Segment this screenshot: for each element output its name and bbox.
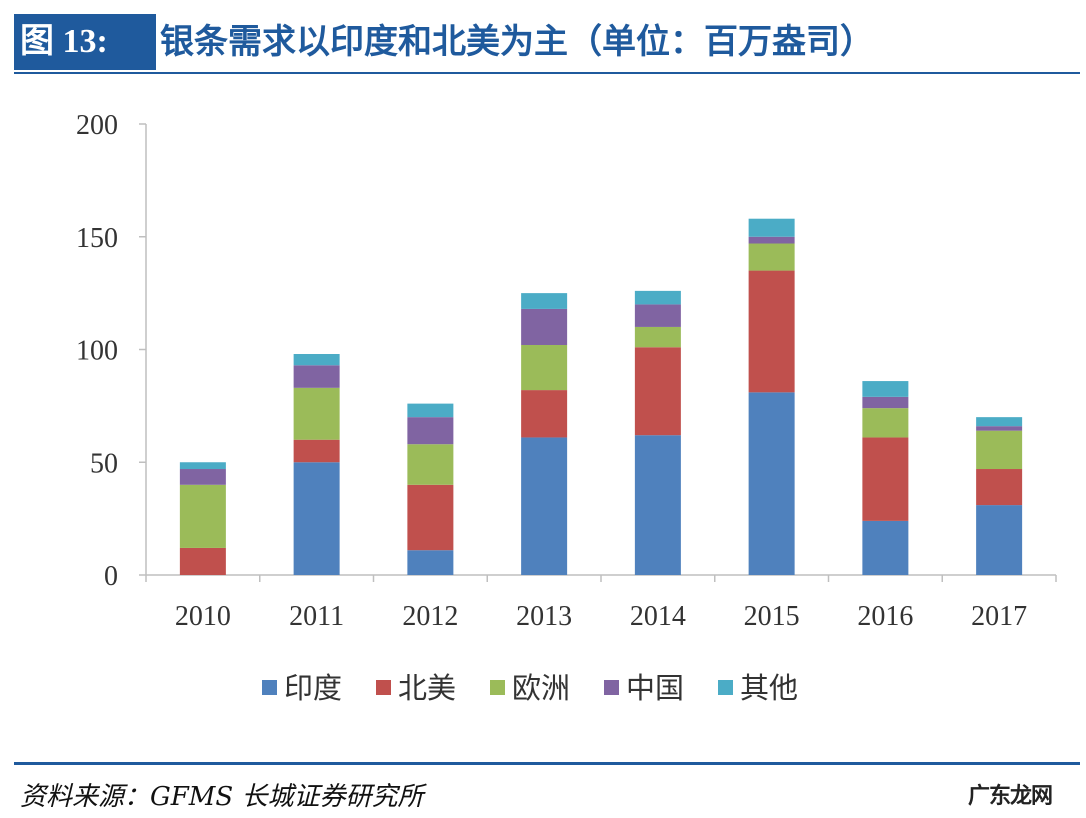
bar-segment [634,304,681,327]
y-tick-label: 100 [76,336,118,367]
figure-title: 银条需求以印度和北美为主（单位：百万盎司） [160,22,874,62]
legend-swatch [490,680,505,695]
legend-swatch [262,680,277,695]
bar-segment [179,547,226,575]
bar-segment [862,408,909,438]
x-tick-label: 2012 [402,601,458,632]
y-tick-label: 200 [76,110,118,141]
bar-segment [748,243,795,271]
header-rule [14,72,1080,74]
bar-segment [293,462,340,575]
bar-segment [179,484,226,548]
x-tick-label: 2010 [175,601,231,632]
legend: 印度 北美 欧洲 中国 其他 [262,671,798,705]
bar-segment [748,218,795,237]
figure-header: 图 13: 银条需求以印度和北美为主（单位：百万盎司） [14,14,1080,74]
x-tick-label: 2017 [971,601,1027,632]
bar-segment [407,550,454,575]
bar-segment [976,417,1023,427]
bar-segment [407,403,454,418]
figure-label: 图 13: [14,14,156,70]
bar-segment [862,437,909,521]
x-tick-label: 2016 [857,601,913,632]
y-tick-label: 50 [90,448,118,479]
bar-segment [976,469,1023,506]
bar-segment [976,426,1023,431]
legend-swatch [376,680,391,695]
bar-segment [634,347,681,436]
legend-swatch [604,680,619,695]
legend-label: 印度 [284,671,342,705]
bar-segment [862,520,909,575]
bar-segment [293,354,340,366]
bar-segment [521,437,568,575]
bar-segment [634,326,681,348]
bar-segment [407,444,454,485]
legend-label: 其他 [740,671,798,705]
y-axis: 0 50 100 150 200 [76,110,147,592]
bar-segment [521,293,568,309]
x-tick-label: 2011 [289,601,344,632]
bar-segment [407,417,454,445]
bar-segment [407,484,454,551]
x-tick-label: 2013 [516,601,572,632]
bar-segment [976,505,1023,575]
bar-segment [634,435,681,575]
bar-segment [748,270,795,393]
bar-segment [293,365,340,388]
bar-segment [521,308,568,345]
x-tick-label: 2014 [630,601,686,632]
y-tick-label: 0 [104,561,118,592]
footer-rule [14,762,1080,765]
legend-label: 欧洲 [512,671,570,705]
legend-swatch [718,680,733,695]
x-tick-label: 2015 [744,601,800,632]
bars [179,218,1023,575]
source-note: 资料来源：GFMS 长城证券研究所 [20,782,424,812]
bar-segment [293,387,340,440]
bar-segment [748,392,795,575]
legend-label: 北美 [398,671,456,705]
bar-segment [293,439,340,463]
y-tick-label: 150 [76,223,118,254]
bar-segment [521,390,568,438]
bar-segment [976,430,1023,470]
bar-segment [634,290,681,305]
bar-segment [521,344,568,391]
bar-segment [862,381,909,397]
bar-segment [862,396,909,409]
bar-segment [179,462,226,470]
x-axis: 2010 2011 2012 2013 2014 2015 2016 2017 [145,574,1057,632]
watermark-logo: 广东龙网 [967,784,1053,809]
bar-segment [179,469,226,485]
legend-label: 中国 [626,671,684,705]
bar-segment [748,236,795,244]
